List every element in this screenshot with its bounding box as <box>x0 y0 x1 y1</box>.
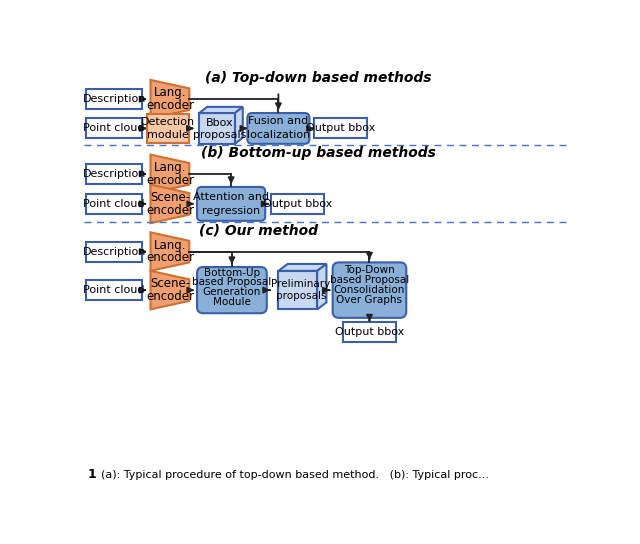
Bar <box>86 194 142 214</box>
Text: Detection: Detection <box>141 118 195 127</box>
Text: encoder: encoder <box>146 290 194 303</box>
Bar <box>86 89 142 109</box>
Text: (a) Top-down based methods: (a) Top-down based methods <box>205 71 432 85</box>
Text: localization: localization <box>247 131 310 140</box>
Text: proposals: proposals <box>276 291 326 301</box>
Polygon shape <box>150 154 189 193</box>
FancyBboxPatch shape <box>197 187 265 221</box>
Polygon shape <box>199 107 243 113</box>
Text: Generation: Generation <box>203 287 261 298</box>
Text: Over Graphs: Over Graphs <box>337 295 403 305</box>
Text: based Proposal: based Proposal <box>330 275 409 285</box>
Text: Description: Description <box>83 246 146 257</box>
Text: Point cloud: Point cloud <box>83 199 145 209</box>
Text: (a): Typical procedure of top-down based method.   (b): Typical proc...: (a): Typical procedure of top-down based… <box>94 470 489 480</box>
Text: proposals: proposals <box>193 129 246 140</box>
Bar <box>278 271 317 310</box>
Text: encoder: encoder <box>146 251 194 264</box>
Bar <box>199 113 235 144</box>
Polygon shape <box>278 264 326 271</box>
Polygon shape <box>150 184 189 223</box>
Bar <box>86 119 142 138</box>
Text: Scene-: Scene- <box>150 277 190 290</box>
Text: based Proposal: based Proposal <box>192 277 271 287</box>
Text: 1: 1 <box>88 468 97 481</box>
Text: Attention and: Attention and <box>193 192 269 202</box>
Polygon shape <box>150 271 189 310</box>
Text: Fusion and: Fusion and <box>248 116 308 127</box>
Text: Scene-: Scene- <box>150 191 190 204</box>
Polygon shape <box>235 107 243 144</box>
Polygon shape <box>150 232 189 271</box>
Text: Point cloud: Point cloud <box>83 123 145 133</box>
Text: (c) Our method: (c) Our method <box>199 223 317 237</box>
Text: Description: Description <box>83 169 146 179</box>
Text: Lang.: Lang. <box>154 239 186 252</box>
Text: Output bbox: Output bbox <box>335 327 404 337</box>
Text: encoder: encoder <box>146 174 194 187</box>
Bar <box>147 114 189 143</box>
Text: Point cloud: Point cloud <box>83 285 145 295</box>
FancyBboxPatch shape <box>197 267 267 313</box>
Text: Lang.: Lang. <box>154 161 186 174</box>
Text: Module: Module <box>213 298 251 307</box>
Text: encoder: encoder <box>146 203 194 217</box>
Text: Lang.: Lang. <box>154 86 186 100</box>
FancyBboxPatch shape <box>333 262 406 318</box>
Bar <box>86 280 142 300</box>
Polygon shape <box>150 80 189 119</box>
Bar <box>86 242 142 262</box>
Bar <box>343 322 396 342</box>
Text: (b) Bottom-up based methods: (b) Bottom-up based methods <box>201 146 436 160</box>
Bar <box>314 119 367 138</box>
Polygon shape <box>317 264 326 310</box>
Text: Preliminary: Preliminary <box>271 279 330 289</box>
Text: Output bbox: Output bbox <box>306 123 375 133</box>
Text: Bbox: Bbox <box>205 118 234 128</box>
FancyBboxPatch shape <box>248 113 309 144</box>
Text: Consolidation: Consolidation <box>334 285 405 295</box>
Bar <box>271 194 324 214</box>
Text: encoder: encoder <box>146 99 194 112</box>
Text: Output bbox: Output bbox <box>263 199 332 209</box>
Text: Description: Description <box>83 94 146 104</box>
Text: module: module <box>147 129 189 140</box>
Text: Top-Down: Top-Down <box>344 265 395 275</box>
Bar <box>86 164 142 184</box>
Text: Bottom-Up: Bottom-Up <box>204 268 260 278</box>
Text: regression: regression <box>202 206 260 216</box>
